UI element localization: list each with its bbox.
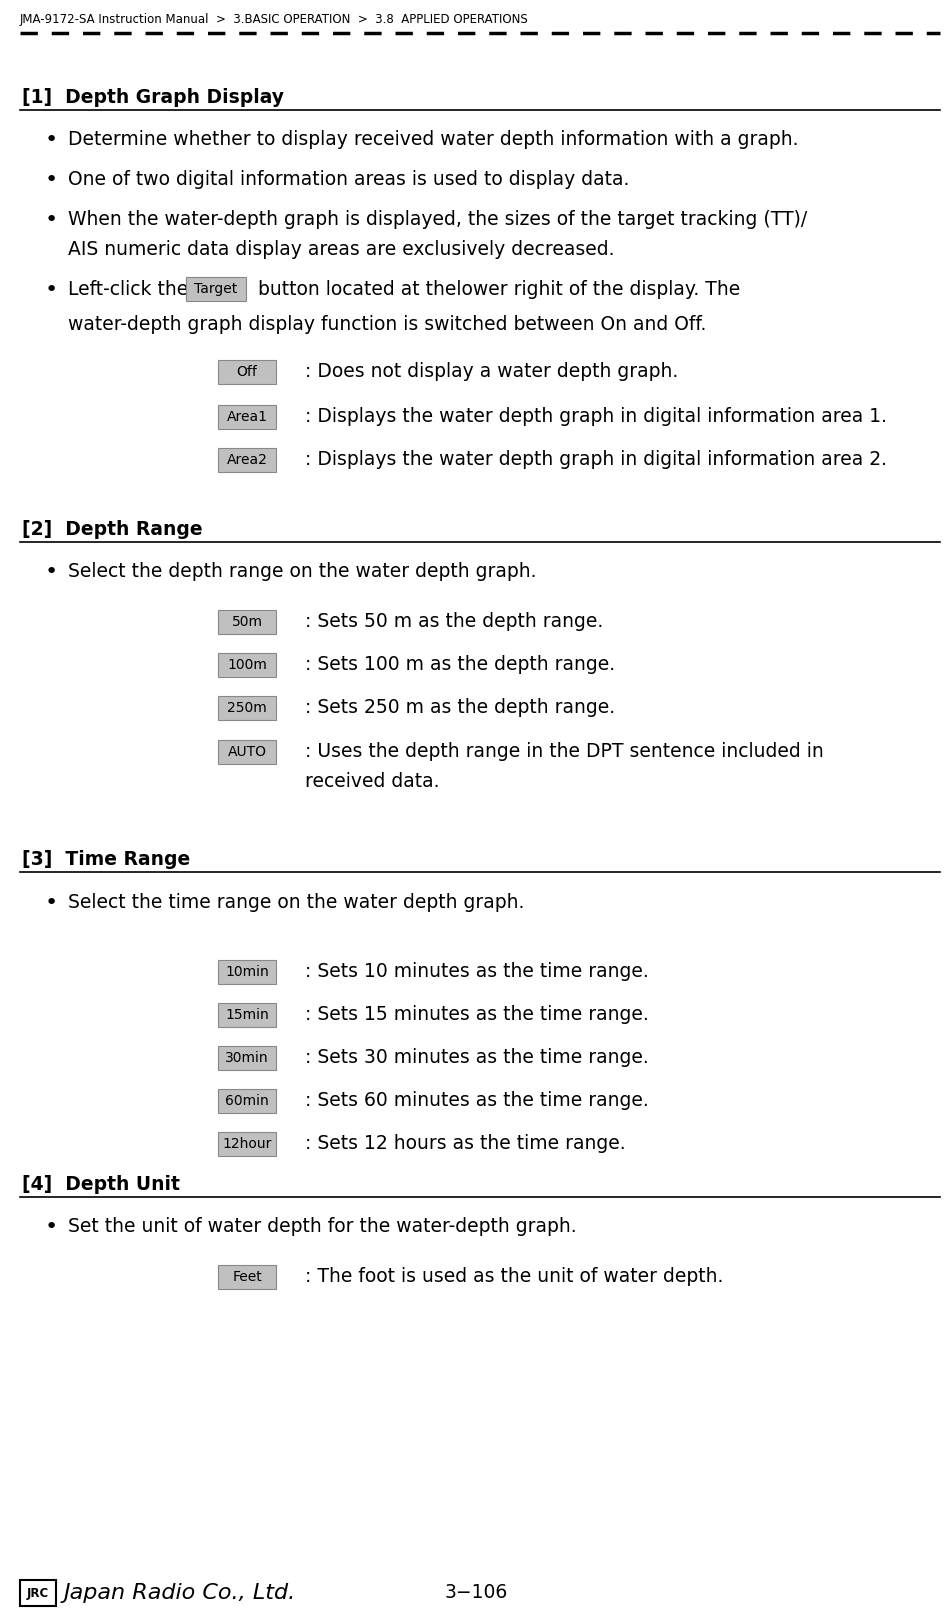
FancyBboxPatch shape <box>218 1089 276 1113</box>
Text: Select the time range on the water depth graph.: Select the time range on the water depth… <box>68 893 525 912</box>
Text: Determine whether to display received water depth information with a graph.: Determine whether to display received wa… <box>68 130 799 149</box>
Text: 100m: 100m <box>228 658 267 672</box>
FancyBboxPatch shape <box>218 961 276 983</box>
Text: Feet: Feet <box>232 1270 262 1285</box>
Text: 12hour: 12hour <box>223 1137 271 1150</box>
Text: •: • <box>45 893 58 914</box>
Text: [2]  Depth Range: [2] Depth Range <box>22 520 203 539</box>
Text: Target: Target <box>194 282 238 296</box>
Text: •: • <box>45 1217 58 1238</box>
FancyBboxPatch shape <box>218 1132 276 1157</box>
Text: •: • <box>45 562 58 582</box>
Text: : Sets 12 hours as the time range.: : Sets 12 hours as the time range. <box>305 1134 625 1153</box>
Text: When the water-depth graph is displayed, the sizes of the target tracking (TT)/: When the water-depth graph is displayed,… <box>68 211 807 228</box>
Text: Area2: Area2 <box>227 454 268 467</box>
Text: •: • <box>45 280 58 300</box>
Text: button located at thelower righit of the display. The: button located at thelower righit of the… <box>252 280 741 300</box>
Text: Off: Off <box>236 364 257 379</box>
Text: : Displays the water depth graph in digital information area 1.: : Displays the water depth graph in digi… <box>305 407 887 426</box>
FancyBboxPatch shape <box>218 360 276 384</box>
Text: : The foot is used as the unit of water depth.: : The foot is used as the unit of water … <box>305 1267 724 1286</box>
Text: Set the unit of water depth for the water-depth graph.: Set the unit of water depth for the wate… <box>68 1217 577 1236</box>
Text: Left-click the: Left-click the <box>68 280 194 300</box>
Text: 60min: 60min <box>225 1094 268 1108</box>
Text: received data.: received data. <box>305 773 440 791</box>
FancyBboxPatch shape <box>218 1003 276 1027</box>
FancyBboxPatch shape <box>218 405 276 429</box>
Text: : Displays the water depth graph in digital information area 2.: : Displays the water depth graph in digi… <box>305 450 887 470</box>
Text: 250m: 250m <box>228 701 267 714</box>
Text: 30min: 30min <box>226 1051 268 1064</box>
FancyBboxPatch shape <box>218 1047 276 1069</box>
FancyBboxPatch shape <box>186 277 246 301</box>
Text: 3−106: 3−106 <box>445 1583 507 1602</box>
FancyBboxPatch shape <box>218 449 276 471</box>
Text: •: • <box>45 170 58 190</box>
Text: •: • <box>45 211 58 230</box>
Text: : Sets 30 minutes as the time range.: : Sets 30 minutes as the time range. <box>305 1048 648 1068</box>
Text: : Does not display a water depth graph.: : Does not display a water depth graph. <box>305 361 678 381</box>
Text: : Sets 50 m as the depth range.: : Sets 50 m as the depth range. <box>305 612 604 632</box>
Text: Select the depth range on the water depth graph.: Select the depth range on the water dept… <box>68 562 537 582</box>
Text: [3]  Time Range: [3] Time Range <box>22 850 190 868</box>
Text: AUTO: AUTO <box>228 745 267 760</box>
FancyBboxPatch shape <box>20 1580 56 1605</box>
Text: Area1: Area1 <box>227 410 268 424</box>
Text: : Sets 10 minutes as the time range.: : Sets 10 minutes as the time range. <box>305 962 648 982</box>
FancyBboxPatch shape <box>218 740 276 765</box>
Text: : Uses the depth range in the DPT sentence included in: : Uses the depth range in the DPT senten… <box>305 742 823 761</box>
Text: Japan Radio Co., Ltd.: Japan Radio Co., Ltd. <box>64 1583 296 1604</box>
FancyBboxPatch shape <box>218 697 276 719</box>
Text: [4]  Depth Unit: [4] Depth Unit <box>22 1174 180 1194</box>
Text: 10min: 10min <box>225 966 268 978</box>
Text: : Sets 15 minutes as the time range.: : Sets 15 minutes as the time range. <box>305 1004 648 1024</box>
FancyBboxPatch shape <box>218 653 276 677</box>
Text: 50m: 50m <box>231 616 263 629</box>
Text: •: • <box>45 130 58 151</box>
Text: : Sets 60 minutes as the time range.: : Sets 60 minutes as the time range. <box>305 1090 648 1110</box>
Text: water-depth graph display function is switched between On and Off.: water-depth graph display function is sw… <box>68 314 706 334</box>
Text: One of two digital information areas is used to display data.: One of two digital information areas is … <box>68 170 629 190</box>
Text: 15min: 15min <box>225 1008 268 1022</box>
Text: [1]  Depth Graph Display: [1] Depth Graph Display <box>22 87 284 107</box>
FancyBboxPatch shape <box>218 1265 276 1290</box>
Text: JMA-9172-SA Instruction Manual  >  3.BASIC OPERATION  >  3.8  APPLIED OPERATIONS: JMA-9172-SA Instruction Manual > 3.BASIC… <box>20 13 528 26</box>
Text: : Sets 100 m as the depth range.: : Sets 100 m as the depth range. <box>305 654 615 674</box>
Text: AIS numeric data display areas are exclusively decreased.: AIS numeric data display areas are exclu… <box>68 240 614 259</box>
Text: JRC: JRC <box>27 1586 50 1599</box>
FancyBboxPatch shape <box>218 611 276 633</box>
Text: : Sets 250 m as the depth range.: : Sets 250 m as the depth range. <box>305 698 615 718</box>
